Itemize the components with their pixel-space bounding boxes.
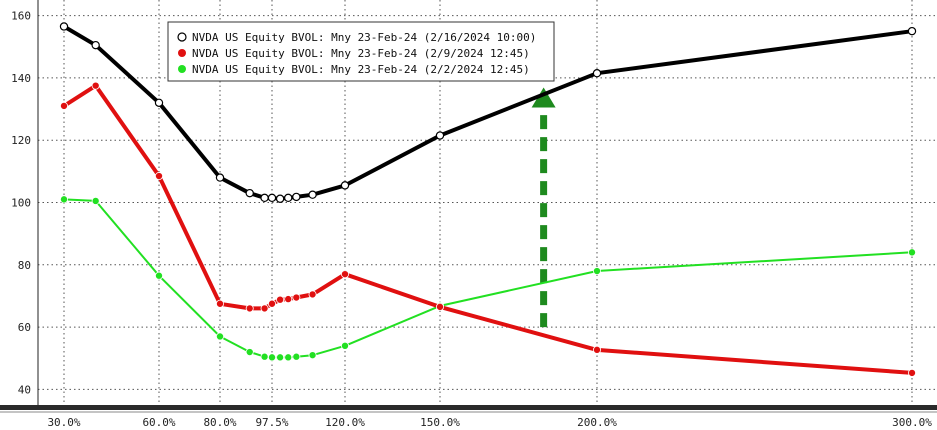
series-lines bbox=[59, 22, 917, 377]
legend-label: NVDA US Equity BVOL: Mny 23-Feb-24 (2/9/… bbox=[192, 47, 530, 60]
legend-marker bbox=[178, 49, 186, 57]
y-tick-labels: 40 60 80 100 120 140 160 bbox=[11, 10, 31, 397]
data-point bbox=[60, 195, 69, 204]
data-point bbox=[908, 248, 917, 257]
data-point bbox=[154, 271, 163, 280]
series-line bbox=[63, 198, 913, 359]
x-tick-label: 200.0% bbox=[577, 416, 617, 429]
legend-label: NVDA US Equity BVOL: Mny 23-Feb-24 (2/2/… bbox=[192, 63, 530, 76]
data-point bbox=[340, 341, 349, 350]
series-0 bbox=[59, 22, 917, 203]
data-point bbox=[245, 348, 254, 357]
data-point bbox=[260, 193, 269, 203]
data-point bbox=[284, 295, 293, 304]
dashed-arrow-head bbox=[531, 87, 556, 108]
x-tick-label: 97.5% bbox=[255, 416, 288, 429]
data-point bbox=[267, 193, 277, 203]
x-tick-labels: 30.0% 60.0% 80.0% 97.5% 120.0% 150.0% 200.0% 30… bbox=[47, 416, 932, 429]
data-point bbox=[267, 353, 276, 362]
data-point bbox=[908, 368, 917, 377]
data-point bbox=[276, 353, 285, 362]
x-tick-label: 300.0% bbox=[892, 416, 932, 429]
data-point bbox=[267, 299, 276, 308]
data-point bbox=[215, 173, 225, 182]
data-point bbox=[245, 188, 254, 198]
x-tick-label: 30.0% bbox=[47, 416, 80, 429]
y-tick-label: 100 bbox=[11, 197, 31, 210]
series-line bbox=[62, 83, 913, 375]
y-tick-label: 120 bbox=[11, 134, 31, 147]
data-point bbox=[245, 304, 254, 313]
data-point bbox=[340, 270, 349, 279]
data-point bbox=[276, 295, 285, 304]
data-point bbox=[260, 352, 269, 361]
data-point bbox=[275, 194, 285, 203]
data-point bbox=[907, 26, 917, 36]
x-axis-bar bbox=[0, 405, 937, 410]
data-point bbox=[260, 304, 269, 313]
x-tick-label: 150.0% bbox=[420, 416, 460, 429]
x-tick-label: 60.0% bbox=[142, 416, 175, 429]
axes bbox=[0, 0, 937, 413]
data-point bbox=[435, 302, 444, 311]
data-point bbox=[154, 172, 163, 181]
series-2 bbox=[60, 195, 917, 362]
data-point bbox=[593, 345, 602, 354]
legend-marker bbox=[177, 32, 187, 42]
data-point bbox=[308, 190, 317, 199]
data-point bbox=[59, 22, 69, 31]
legend-label: NVDA US Equity BVOL: Mny 23-Feb-24 (2/16… bbox=[192, 31, 536, 44]
legend: NVDA US Equity BVOL: Mny 23-Feb-24 (2/16… bbox=[167, 21, 555, 82]
y-tick-label: 160 bbox=[11, 10, 31, 23]
x-tick-label: 80.0% bbox=[203, 416, 236, 429]
data-point bbox=[91, 81, 100, 90]
data-point bbox=[292, 293, 301, 302]
legend-marker bbox=[178, 65, 186, 73]
series-1 bbox=[60, 81, 917, 377]
data-point bbox=[215, 299, 224, 308]
y-tick-label: 40 bbox=[18, 383, 31, 396]
data-point bbox=[308, 351, 317, 360]
data-point bbox=[592, 69, 602, 78]
data-point bbox=[292, 192, 301, 202]
data-point bbox=[435, 131, 445, 140]
data-point bbox=[154, 98, 164, 108]
x-tick-label: 120.0% bbox=[325, 416, 365, 429]
data-point bbox=[91, 196, 100, 205]
data-point bbox=[308, 290, 317, 299]
y-tick-label: 140 bbox=[11, 72, 31, 85]
data-point bbox=[215, 332, 224, 341]
y-tick-label: 60 bbox=[18, 321, 31, 334]
y-tick-label: 80 bbox=[18, 259, 31, 272]
data-point bbox=[340, 181, 350, 190]
data-point bbox=[284, 353, 293, 362]
data-point bbox=[91, 40, 100, 50]
data-point bbox=[60, 101, 69, 110]
data-point bbox=[593, 267, 602, 276]
legend-box bbox=[167, 21, 555, 82]
annotations bbox=[531, 87, 556, 328]
data-point bbox=[284, 193, 293, 203]
data-point bbox=[292, 352, 301, 361]
